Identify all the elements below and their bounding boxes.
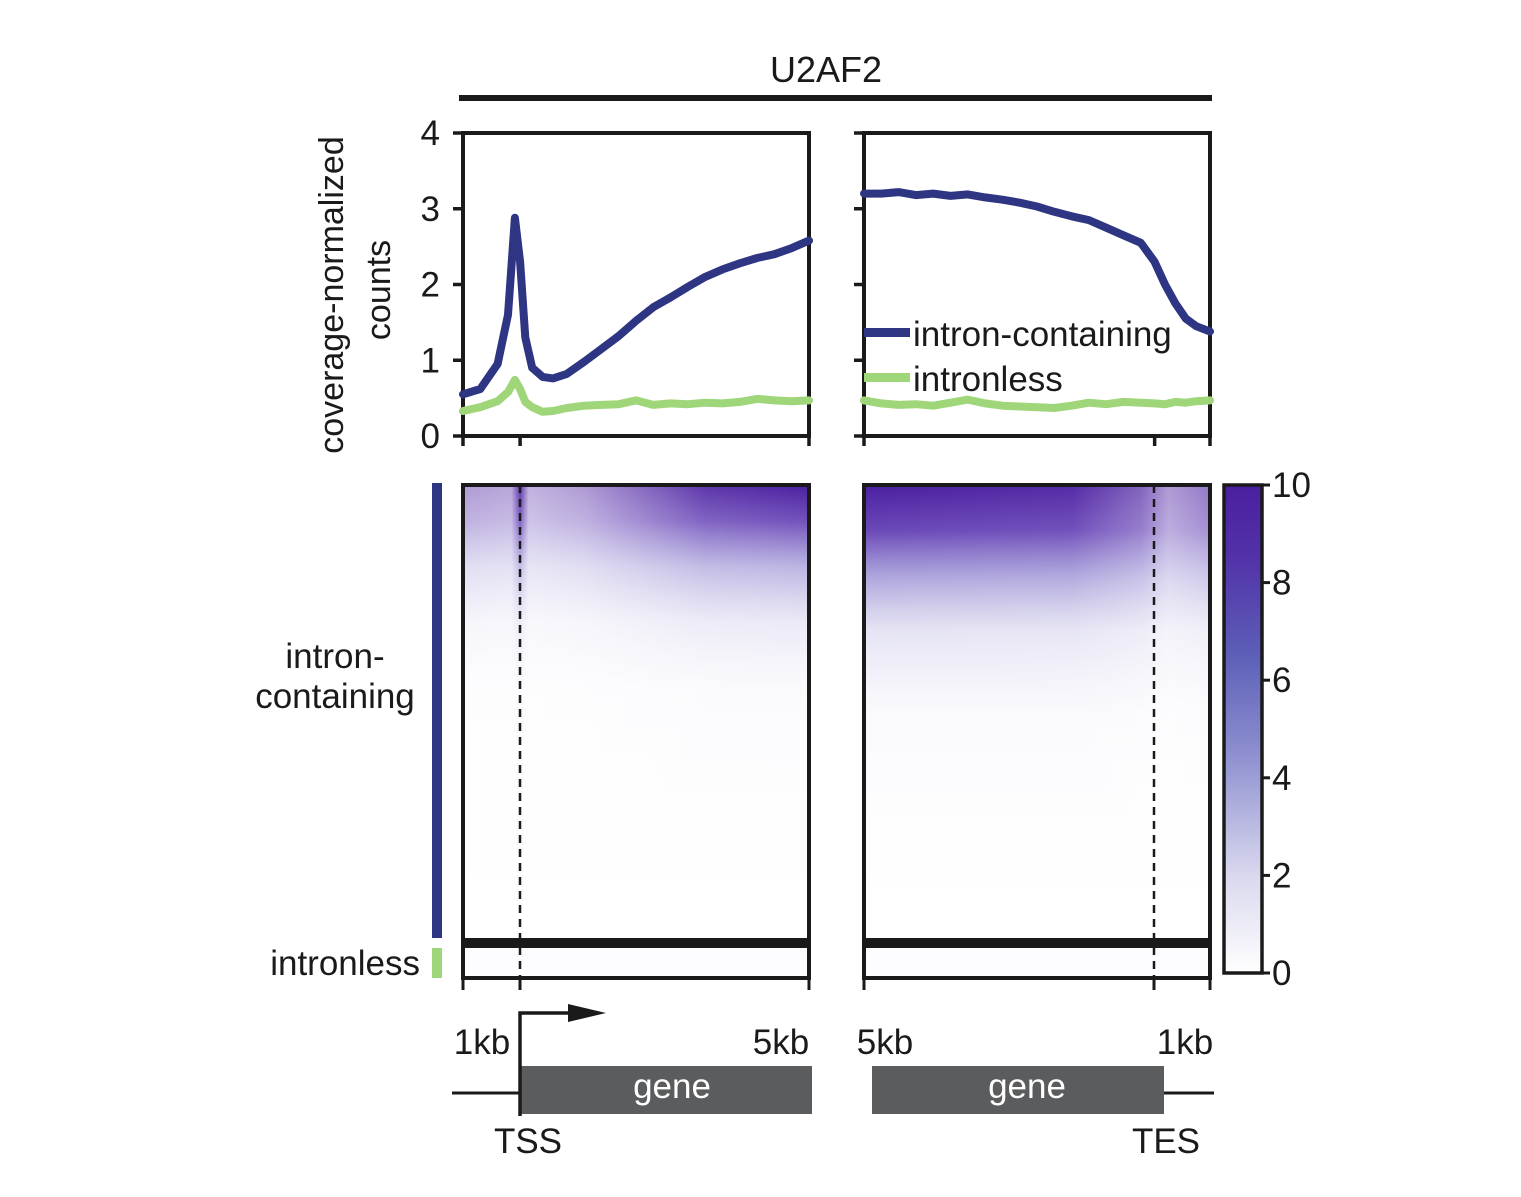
y-axis-label-line1: coverage-normalized bbox=[313, 136, 351, 454]
colorbar-tick-label-8: 8 bbox=[1272, 564, 1291, 603]
row-label-intron-line1: intron- bbox=[285, 637, 384, 676]
colorbar-tick-label-10: 10 bbox=[1272, 466, 1311, 505]
row-label-intronless: intronless bbox=[270, 944, 420, 983]
y-tick-label-4: 4 bbox=[421, 114, 440, 153]
gene-box-tes bbox=[872, 1066, 1164, 1114]
y-tick-label-1: 1 bbox=[421, 341, 440, 380]
profile-frame-0 bbox=[461, 131, 811, 438]
heatmap-tss-intronless-rows bbox=[463, 948, 809, 978]
tes-label: TES bbox=[1132, 1122, 1200, 1161]
colorbar: 0 2 4 6 8 10 bbox=[1222, 466, 1311, 993]
colorbar-gradient bbox=[1222, 483, 1264, 975]
y-tick-label-3: 3 bbox=[421, 190, 440, 229]
schematic-tss: 1kb 5kb gene TSS bbox=[452, 1004, 812, 1161]
legend-label-intronless: intronless bbox=[913, 360, 1063, 399]
colorbar-tick-label-4: 4 bbox=[1272, 759, 1291, 798]
heatmap-tes-intronless-rows bbox=[864, 948, 1210, 978]
schematic-tss-left-label: 1kb bbox=[454, 1023, 510, 1062]
gene-label-tss: gene bbox=[633, 1067, 711, 1106]
legend-swatch-intronless bbox=[864, 373, 910, 382]
schematic-tes: 5kb 1kb gene TES bbox=[857, 1023, 1214, 1161]
y-tick-label-0: 0 bbox=[421, 417, 440, 456]
heatmap-tss-frame bbox=[461, 483, 811, 980]
y-tick-labels: 0 1 2 3 4 bbox=[421, 114, 440, 456]
y-axis-label-line2: counts bbox=[360, 240, 398, 340]
colorbar-tick-label-2: 2 bbox=[1272, 856, 1291, 895]
row-group-bar-intronless bbox=[432, 948, 442, 978]
title-underline bbox=[459, 95, 1212, 101]
heatmap-tes-divider bbox=[864, 938, 1210, 948]
colorbar-tick-label-0: 0 bbox=[1272, 954, 1291, 993]
legend-label-intron-containing: intron-containing bbox=[913, 315, 1172, 354]
schematic-tes-left-label: 5kb bbox=[857, 1023, 913, 1062]
colorbar-tick-label-6: 6 bbox=[1272, 661, 1291, 700]
tss-arrowhead-icon bbox=[568, 1004, 606, 1022]
heatmap-tes-shape bbox=[864, 485, 1210, 940]
tss-arrow-icon bbox=[518, 1011, 572, 1066]
schematic-tes-right-label: 1kb bbox=[1157, 1023, 1213, 1062]
gene-label-tes: gene bbox=[988, 1067, 1066, 1106]
row-group-bar-intron-containing bbox=[432, 483, 442, 938]
heatmap-x-ticks bbox=[461, 978, 1212, 990]
heatmap-tss-divider bbox=[463, 938, 809, 948]
series-line-0-intronless bbox=[459, 375, 813, 416]
schematic-tss-right-label: 5kb bbox=[753, 1023, 809, 1062]
heatmap-tes bbox=[862, 483, 1212, 985]
legend: intron-containing intronless bbox=[864, 315, 1172, 399]
colorbar-ticks: 0 2 4 6 8 10 bbox=[1262, 466, 1311, 993]
y-tick-label-2: 2 bbox=[421, 266, 440, 305]
profile-plots bbox=[453, 131, 1214, 446]
series-line-1-intron-containing bbox=[860, 188, 1214, 336]
tss-label: TSS bbox=[494, 1122, 562, 1161]
heatmap-tes-frame bbox=[862, 483, 1212, 980]
series-line-1-intronless bbox=[860, 395, 1214, 412]
heatmap-tss-shape bbox=[463, 485, 809, 940]
legend-swatch-intron-containing bbox=[864, 328, 910, 337]
row-label-intron-line2: containing bbox=[255, 677, 415, 716]
heatmap-tss bbox=[461, 483, 811, 985]
gene-box-tss bbox=[520, 1066, 812, 1114]
chart-title: U2AF2 bbox=[770, 49, 882, 90]
series-line-0-intron-containing bbox=[459, 213, 813, 399]
